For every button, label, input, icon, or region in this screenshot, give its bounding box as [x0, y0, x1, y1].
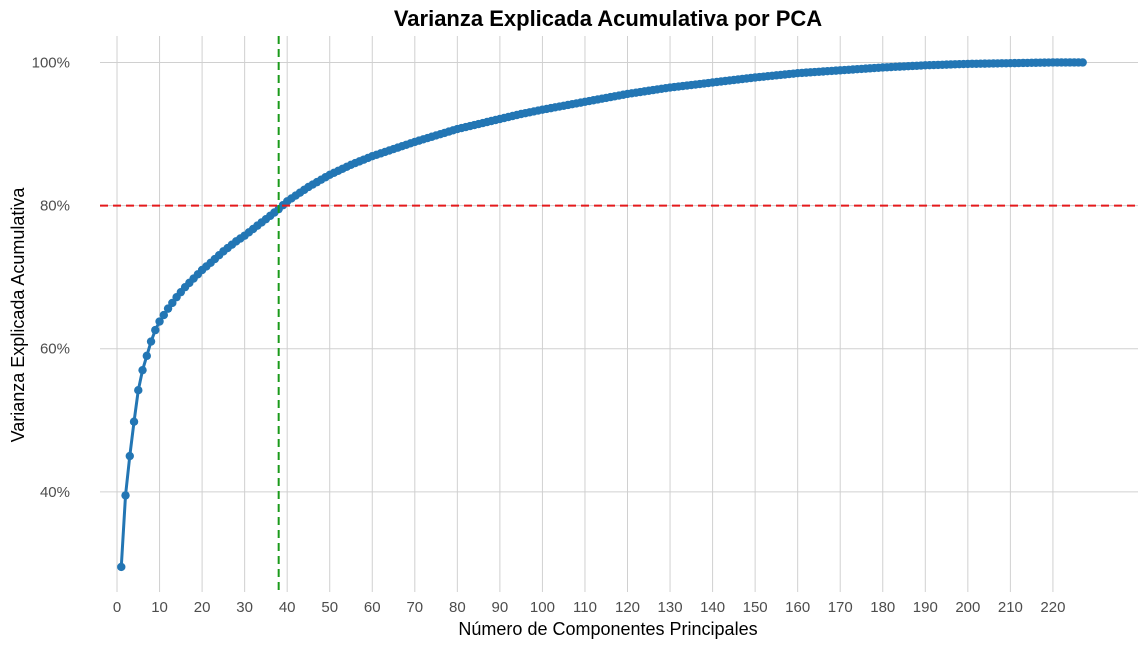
reference-lines [100, 36, 1138, 592]
data-point [125, 451, 134, 461]
y-tick-label: 100% [32, 54, 70, 71]
data-point [134, 386, 143, 395]
y-tick-label: 80% [40, 198, 70, 215]
x-axis-title: Número de Componentes Principales [458, 619, 757, 639]
data-point [163, 304, 173, 313]
x-tick-label: 100 [530, 599, 555, 616]
chart-title: Varianza Explicada Acumulativa por PCA [394, 6, 822, 31]
x-tick-label: 10 [151, 599, 168, 616]
y-tick-label: 40% [40, 484, 70, 501]
data-point [1078, 58, 1087, 67]
data-point [168, 298, 177, 308]
x-tick-label: 90 [492, 599, 509, 616]
data-point [146, 337, 156, 346]
y-tick-label: 60% [40, 341, 70, 358]
y-axis: 40% 60% 80% 100% [32, 54, 70, 500]
x-tick-label: 220 [1040, 599, 1065, 616]
x-tick-label: 80 [449, 599, 466, 616]
x-tick-label: 0 [113, 599, 121, 616]
x-tick-label: 120 [615, 599, 640, 616]
x-tick-label: 40 [279, 599, 296, 616]
x-tick-label: 210 [998, 599, 1023, 616]
x-tick-label: 30 [236, 599, 253, 616]
series-layer [117, 58, 1087, 572]
x-tick-label: 50 [321, 599, 338, 616]
x-tick-label: 150 [743, 599, 768, 616]
data-point [138, 365, 147, 375]
x-tick-label: 140 [700, 599, 725, 616]
data-point [151, 325, 160, 335]
data-point [142, 351, 151, 361]
series-line [119, 60, 1085, 569]
x-tick-label: 160 [785, 599, 810, 616]
x-axis: 0 10 20 30 40 50 60 70 80 90 100 110 120 130 140 150 160… [113, 599, 1066, 616]
x-tick-label: 200 [955, 599, 980, 616]
data-point [129, 417, 139, 426]
x-tick-label: 60 [364, 599, 381, 616]
x-tick-label: 20 [194, 599, 211, 616]
data-point [121, 491, 130, 500]
y-axis-title: Varianza Explicada Acumulativa [8, 187, 28, 443]
x-tick-label: 170 [828, 599, 853, 616]
grid [100, 36, 1138, 592]
x-tick-label: 180 [870, 599, 895, 616]
x-tick-label: 190 [913, 599, 938, 616]
data-point [155, 317, 164, 326]
x-tick-label: 70 [406, 599, 423, 616]
data-point [117, 562, 126, 572]
x-tick-label: 110 [573, 599, 597, 616]
data-point [159, 310, 169, 320]
x-tick-label: 130 [658, 599, 683, 616]
